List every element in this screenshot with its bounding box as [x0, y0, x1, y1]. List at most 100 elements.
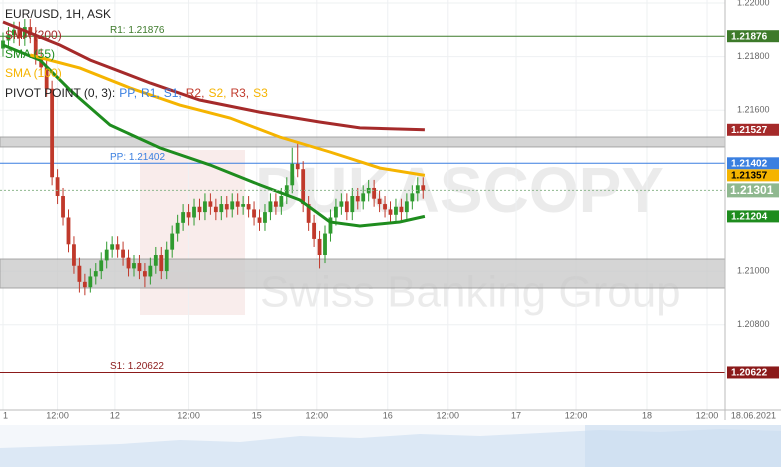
candle-body [115, 244, 120, 250]
candle-body [235, 201, 240, 207]
candle-body [148, 265, 153, 277]
candle-body [33, 35, 38, 57]
legend-entry: SMA (100) [5, 66, 62, 80]
x-tick-label: 18 [642, 410, 652, 420]
candle-body [93, 271, 98, 277]
pivot-item: R3, [230, 86, 249, 100]
legend-entry: SMA (200) [5, 28, 62, 42]
price-tag-label: 1.21876 [731, 31, 768, 42]
x-tick-label: 12:00 [565, 410, 588, 420]
candle-body [410, 193, 415, 202]
candle-body [6, 35, 11, 41]
candle-body [175, 222, 180, 234]
price-tag [727, 123, 779, 136]
price-tag [727, 30, 779, 43]
sma-line [2, 43, 426, 228]
watermark-text: DUKASCOPY [255, 154, 664, 226]
candle-body [394, 206, 398, 215]
x-tick-label: 12:00 [437, 410, 460, 420]
x-tick-label: 1 [3, 410, 8, 420]
candle-body [273, 201, 278, 207]
candle-body [1, 40, 5, 49]
candle-body [192, 206, 196, 218]
candle-body [372, 187, 377, 199]
candle-body [66, 217, 71, 245]
candle-body [421, 185, 426, 191]
candle-body [312, 222, 317, 239]
navigator-window[interactable] [585, 425, 781, 467]
x-tick-label: 12:00 [46, 410, 69, 420]
x-tick-label: 12:00 [306, 410, 329, 420]
pivot-level-label: PP: 1.21402 [110, 152, 165, 163]
candle-body [55, 177, 60, 197]
x-tick-label: 12:00 [177, 410, 200, 420]
candle-body [323, 233, 327, 256]
x-tick-label: 12:00 [696, 410, 719, 420]
x-tick-label: 16 [383, 410, 393, 420]
candle-body [230, 201, 235, 210]
candle-body [268, 201, 273, 213]
pivot-item: R1, [141, 86, 160, 100]
candle-body [263, 212, 267, 223]
candle-body [203, 201, 207, 213]
pivot-item: S1, [164, 86, 182, 100]
candle-body [110, 244, 115, 250]
price-tag [727, 169, 779, 182]
pivot-level-label: R1: 1.21876 [110, 25, 165, 36]
title: EUR/USD, 1H, ASK [5, 7, 111, 21]
candle-body [181, 212, 186, 223]
candle-body [284, 185, 289, 197]
x-tick-label: 17 [511, 410, 521, 420]
x-tick-label: 15 [252, 410, 262, 420]
pivot-level-label: S1: 1.20622 [110, 361, 164, 372]
price-tag [727, 210, 779, 223]
sma-line [29, 53, 426, 177]
candle-body [219, 204, 224, 213]
x-tick-label: 18.06.2021 [731, 410, 776, 420]
pivot-legend: PIVOT POINT (0, 3): PP, R1, S1, R2, S2, R3, S3 [5, 86, 268, 100]
price-axis [725, 0, 781, 420]
candle-body [317, 238, 322, 256]
watermark-logo [140, 150, 245, 315]
candle-body [17, 29, 22, 38]
candle-body [279, 196, 284, 207]
candle-body [246, 204, 251, 210]
price-tag-label: 1.21402 [731, 158, 768, 169]
current-price-label: 1.21301 [730, 183, 774, 197]
candle-body [301, 169, 306, 205]
plot: R1: 1.21876 PP: 1.21402 S1: 1.20622 [0, 0, 726, 410]
support-resistance-zone [0, 136, 726, 148]
y-tick-label: 1.20800 [737, 319, 770, 329]
pivot-item: R2, [186, 86, 205, 100]
candle-body [252, 209, 256, 218]
candle-body [44, 67, 49, 89]
candle-body [344, 201, 349, 213]
pivot-item: PP, [119, 86, 137, 100]
candle-body [72, 244, 76, 266]
y-tick-label: 1.21000 [737, 265, 770, 275]
candle-body [257, 217, 262, 223]
price-tag-label: 1.21204 [731, 212, 768, 223]
candle-body [12, 29, 16, 36]
candle-body [153, 255, 158, 266]
price-tag [727, 157, 779, 170]
candle-body [170, 233, 175, 250]
pivot-item: S2, [208, 86, 226, 100]
candle-body [383, 204, 387, 210]
price-tag-label: 1.21527 [731, 125, 768, 136]
candle-body [186, 212, 191, 218]
sma-line [2, 20, 425, 132]
y-tick-label: 1.21600 [737, 105, 770, 115]
candle-body [121, 249, 125, 258]
candle-body [295, 163, 300, 170]
price-tag-label: 1.20622 [731, 368, 768, 379]
candle-body [137, 263, 142, 272]
candle-body [241, 204, 246, 207]
support-resistance-zone [0, 258, 726, 289]
candle-body [132, 263, 136, 269]
price-tag [727, 366, 779, 379]
candle-body [159, 255, 164, 272]
y-tick-label: 1.21800 [737, 51, 770, 61]
